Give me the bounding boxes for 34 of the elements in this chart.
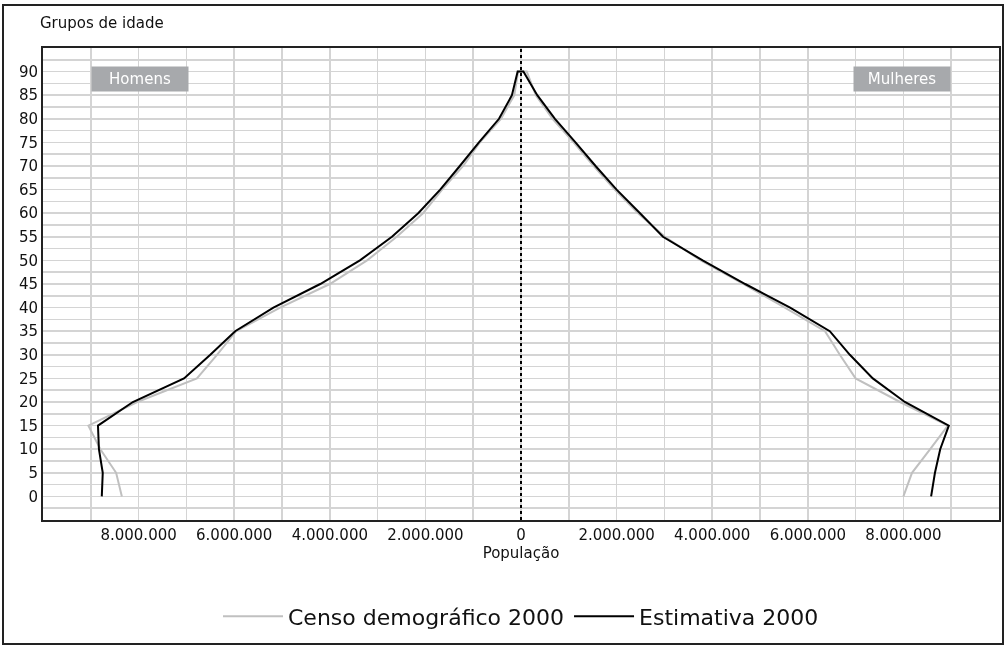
y-tick-label: 65 (18, 180, 38, 199)
x-axis-title: População (482, 544, 560, 562)
y-tick-label: 85 (18, 86, 38, 105)
y-tick-label: 40 (18, 298, 38, 317)
y-tick-label: 25 (18, 369, 38, 388)
legend-label: Censo demográfico 2000 (288, 604, 565, 630)
x-tick-label: 2.000.000 (387, 526, 464, 544)
legend-label: Estimativa 2000 (639, 604, 819, 630)
y-tick-label: 10 (18, 440, 38, 459)
x-tick-label: 8.000.000 (865, 526, 942, 544)
y-tick-label: 70 (18, 157, 38, 176)
x-tick-label: 0 (516, 526, 526, 544)
y-tick-label: 0 (28, 487, 38, 506)
y-tick-label: 75 (18, 133, 38, 152)
y-tick-label: 5 (28, 464, 38, 483)
y-tick-label: 55 (18, 228, 38, 247)
x-tick-label: 8.000.000 (100, 526, 177, 544)
y-tick-label: 15 (18, 416, 38, 435)
y-tick-label: 90 (18, 62, 38, 81)
y-tick-label: 35 (18, 322, 38, 341)
annotation: Mulheres (867, 70, 937, 88)
y-tick-label: 60 (18, 204, 38, 223)
x-tick-label: 4.000.000 (674, 526, 751, 544)
x-tick-label: 6.000.000 (769, 526, 846, 544)
annotation: Homens (109, 70, 171, 88)
x-tick-label: 2.000.000 (578, 526, 655, 544)
x-tick-label: 6.000.000 (196, 526, 273, 544)
y-axis-title: Grupos de idade (40, 14, 164, 32)
y-tick-label: 45 (18, 275, 38, 294)
y-tick-label: 20 (18, 393, 38, 412)
y-tick-label: 50 (18, 251, 38, 270)
y-tick-label: 30 (18, 346, 38, 365)
y-tick-label: 80 (18, 110, 38, 129)
x-tick-label: 4.000.000 (291, 526, 368, 544)
